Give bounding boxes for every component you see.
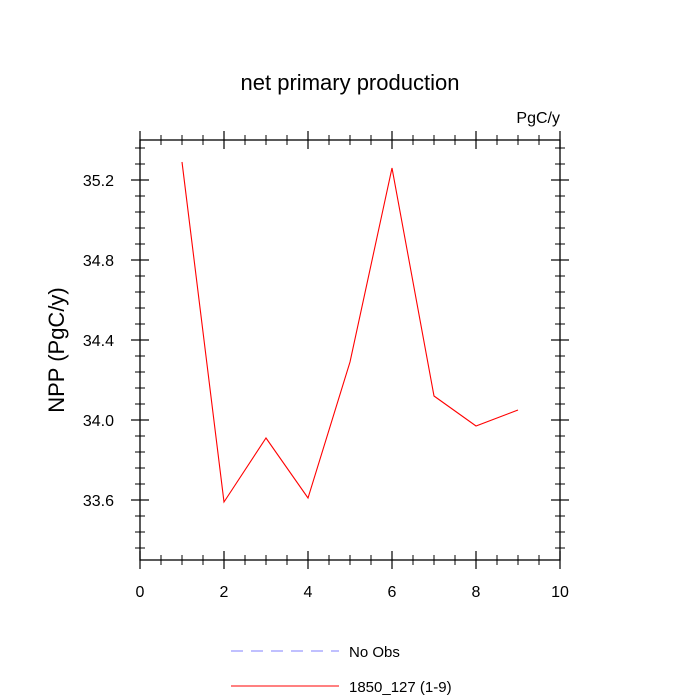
y-axis-label: NPP (PgC/y) <box>44 287 69 413</box>
legend: No Obs 1850_127 (1-9) <box>231 644 452 696</box>
legend-label: 1850_127 (1-9) <box>349 679 452 696</box>
plot-frame <box>139 139 561 561</box>
y-tick-label: 33.6 <box>83 493 114 510</box>
axis-tick-labels: 0 2 4 6 8 10 33.6 34.0 34.4 34.8 35.2 <box>83 173 569 601</box>
series-line <box>181 161 519 504</box>
x-tick-label: 4 <box>304 584 313 601</box>
axis-ticks <box>131 131 569 569</box>
x-tick-label: 0 <box>136 584 145 601</box>
y-tick-label: 34.8 <box>83 253 114 270</box>
x-tick-label: 10 <box>551 584 569 601</box>
y-tick-label: 34.0 <box>83 413 114 430</box>
series-lines <box>181 161 519 504</box>
units-label: PgC/y <box>516 110 560 127</box>
y-tick-label: 34.4 <box>83 333 114 350</box>
x-tick-label: 8 <box>472 584 481 601</box>
x-tick-label: 2 <box>220 584 229 601</box>
x-tick-label: 6 <box>388 584 397 601</box>
chart-title: net primary production <box>241 70 460 95</box>
y-tick-label: 35.2 <box>83 173 114 190</box>
legend-label: No Obs <box>349 644 400 661</box>
